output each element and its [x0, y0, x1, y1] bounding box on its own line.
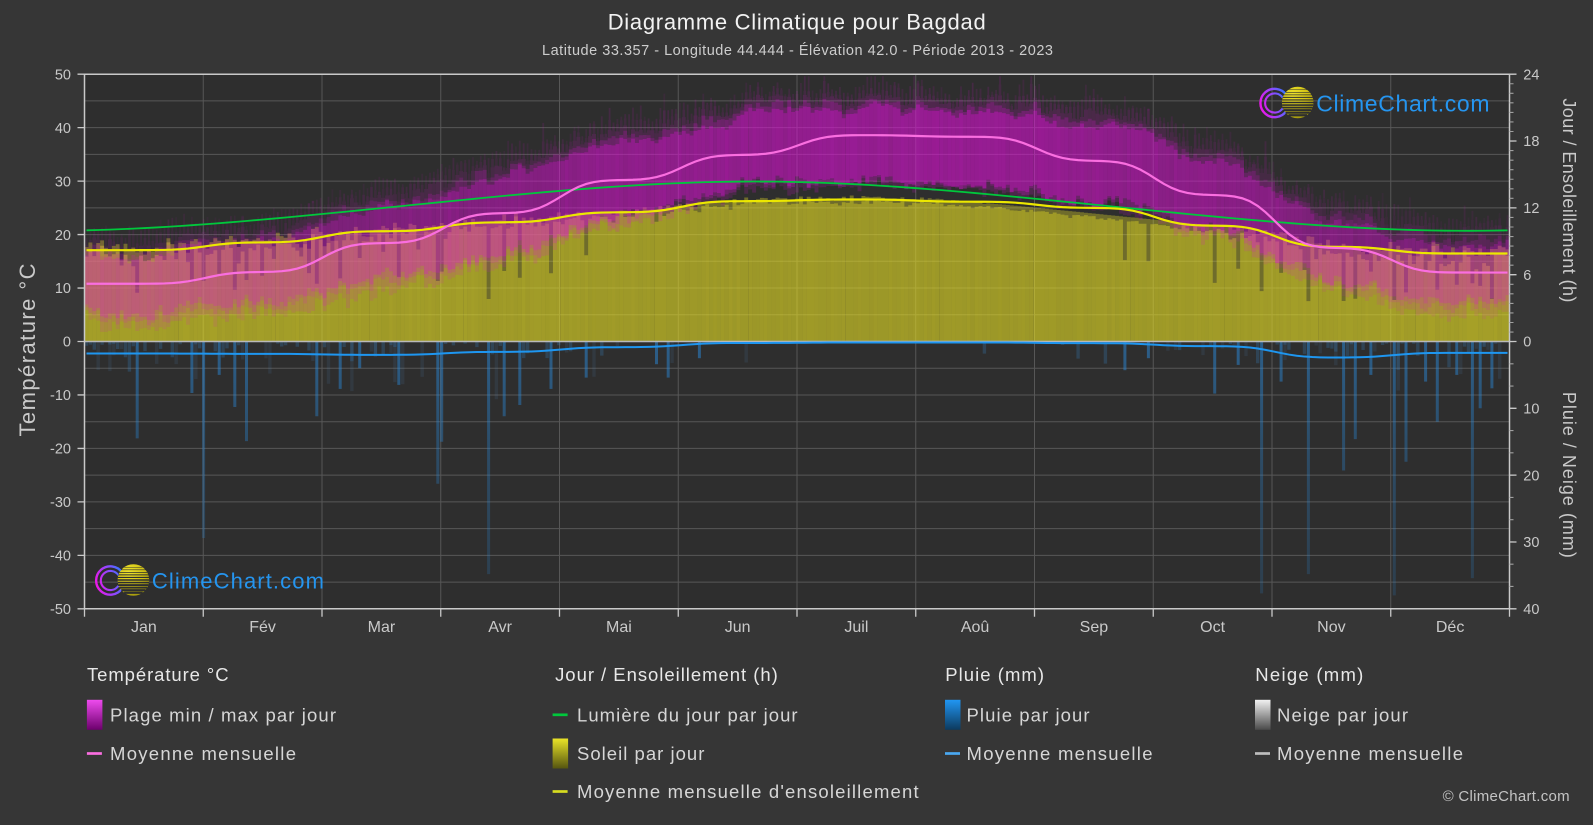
- svg-text:Jour / Ensoleillement (h): Jour / Ensoleillement (h): [555, 664, 778, 685]
- svg-text:Mai: Mai: [606, 619, 632, 636]
- svg-text:Pluie par jour: Pluie par jour: [967, 705, 1090, 726]
- svg-text:Juil: Juil: [844, 619, 868, 636]
- svg-text:Fév: Fév: [249, 619, 276, 636]
- svg-text:Jan: Jan: [131, 619, 157, 636]
- svg-text:Diagramme Climatique pour Bagd: Diagramme Climatique pour Bagdad: [608, 10, 986, 35]
- svg-text:Oct: Oct: [1200, 619, 1225, 636]
- svg-text:Mar: Mar: [368, 619, 396, 636]
- svg-text:-50: -50: [50, 602, 71, 618]
- svg-text:12: 12: [1523, 201, 1539, 217]
- svg-text:6: 6: [1523, 268, 1531, 284]
- svg-text:Pluie / Neige (mm): Pluie / Neige (mm): [1559, 392, 1579, 558]
- svg-text:Latitude 33.357 - Longitude 44: Latitude 33.357 - Longitude 44.444 - Élé…: [542, 42, 1053, 59]
- svg-text:50: 50: [55, 67, 71, 83]
- svg-text:Jour / Ensoleillement (h): Jour / Ensoleillement (h): [1559, 98, 1579, 302]
- svg-text:30: 30: [1523, 535, 1539, 551]
- svg-text:0: 0: [63, 335, 71, 351]
- svg-text:Température °C: Température °C: [87, 664, 229, 685]
- svg-text:ClimeChart.com: ClimeChart.com: [152, 568, 324, 593]
- svg-text:Neige (mm): Neige (mm): [1255, 664, 1363, 685]
- svg-text:Aoû: Aoû: [961, 619, 989, 636]
- svg-text:ClimeChart.com: ClimeChart.com: [1316, 90, 1489, 116]
- svg-text:-20: -20: [50, 442, 71, 458]
- svg-text:Déc: Déc: [1436, 619, 1464, 636]
- svg-text:Moyenne mensuelle: Moyenne mensuelle: [967, 743, 1153, 764]
- svg-text:10: 10: [55, 281, 71, 297]
- svg-text:24: 24: [1523, 67, 1539, 83]
- svg-text:30: 30: [55, 174, 71, 190]
- svg-text:-30: -30: [50, 495, 71, 511]
- svg-text:40: 40: [55, 121, 71, 137]
- svg-text:Avr: Avr: [488, 619, 512, 636]
- svg-text:Pluie (mm): Pluie (mm): [945, 664, 1044, 685]
- svg-text:20: 20: [1523, 468, 1539, 484]
- svg-text:Moyenne mensuelle d'ensoleille: Moyenne mensuelle d'ensoleillement: [577, 781, 919, 802]
- svg-text:18: 18: [1523, 134, 1539, 150]
- svg-text:Neige par jour: Neige par jour: [1277, 705, 1408, 726]
- svg-text:Jun: Jun: [725, 619, 751, 636]
- svg-text:Température °C: Température °C: [15, 263, 40, 436]
- svg-text:Lumière du jour par jour: Lumière du jour par jour: [577, 705, 798, 726]
- svg-text:-10: -10: [50, 388, 71, 404]
- svg-text:Moyenne mensuelle: Moyenne mensuelle: [1277, 743, 1463, 764]
- svg-text:© ClimeChart.com: © ClimeChart.com: [1443, 788, 1570, 805]
- svg-text:10: 10: [1523, 402, 1539, 418]
- svg-text:Nov: Nov: [1317, 619, 1345, 636]
- svg-text:Soleil par jour: Soleil par jour: [577, 743, 704, 764]
- svg-text:-40: -40: [50, 549, 71, 565]
- svg-text:Plage min / max par jour: Plage min / max par jour: [110, 705, 336, 726]
- svg-text:Moyenne mensuelle: Moyenne mensuelle: [110, 743, 296, 764]
- svg-text:0: 0: [1523, 335, 1531, 351]
- svg-text:Sep: Sep: [1080, 619, 1109, 636]
- svg-text:20: 20: [55, 228, 71, 244]
- svg-text:40: 40: [1523, 602, 1539, 618]
